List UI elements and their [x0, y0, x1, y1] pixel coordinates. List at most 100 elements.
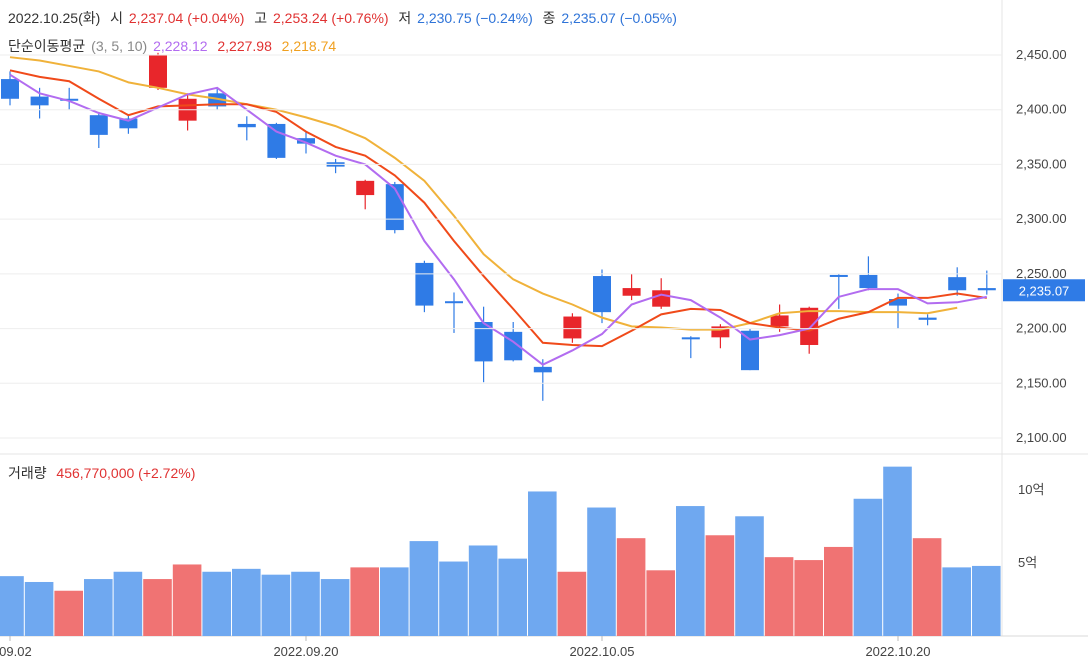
- candle-body: [859, 274, 878, 289]
- candle-body: [711, 326, 730, 338]
- date-tick-label: 2022.09.20: [273, 644, 338, 659]
- candle-body: [800, 307, 819, 345]
- candle-body: [60, 98, 79, 101]
- high-label: 고: [254, 10, 268, 26]
- volume-bar: [84, 579, 113, 636]
- price-tick-label: 2,200.00: [1016, 321, 1067, 336]
- candle-body: [297, 138, 315, 144]
- price-axis: 2,100.00 2,150.00 2,200.00 2,250.00 2,300.00…: [0, 47, 1067, 445]
- low-value: 2,230.75 (−0.24%): [417, 10, 533, 26]
- volume-bar: [54, 590, 83, 636]
- header-date: 2022.10.25(화): [8, 10, 101, 26]
- volume-tick-label: 5억: [1018, 555, 1037, 570]
- volume-bar: [468, 545, 498, 636]
- candle-body: [977, 288, 996, 291]
- candle-body: [385, 184, 404, 231]
- volume-legend: 거래량 456,770,000 (+2.72%): [8, 463, 197, 483]
- volume-bar: [24, 581, 54, 636]
- candle-body: [741, 330, 759, 371]
- volume-axis: 5억 10억: [1018, 482, 1044, 570]
- price-tick-label: 2,450.00: [1016, 47, 1067, 62]
- volume-bar: [409, 541, 439, 636]
- volume-bar: [853, 498, 883, 636]
- volume-bar: [824, 546, 853, 636]
- ma-legend-params: (3, 5, 10): [91, 38, 148, 54]
- volume-bar: [202, 571, 231, 636]
- moving-averages: [9, 56, 987, 366]
- candle-body: [563, 316, 582, 339]
- candle-body: [770, 315, 789, 327]
- candle-body: [119, 118, 138, 129]
- volume-bar: [794, 560, 823, 636]
- ma5-line: [9, 69, 987, 348]
- volume-bars: [0, 466, 1001, 636]
- volume-bar: [261, 574, 291, 636]
- volume-legend-title: 거래량: [8, 465, 47, 481]
- candle-body: [415, 262, 434, 306]
- volume-bar: [764, 557, 794, 636]
- ma3-value: 2,228.12: [153, 38, 208, 54]
- current-price-tag-bg: [1003, 279, 1085, 302]
- volume-bar: [705, 535, 735, 636]
- candle-body: [30, 96, 49, 106]
- candles: [1, 52, 996, 401]
- volume-bar: [587, 507, 616, 636]
- current-price-tag: 2,235.07: [1003, 279, 1085, 302]
- volume-bar: [616, 538, 646, 636]
- ma-legend: 단순이동평균 (3, 5, 10) 2,228.12 2,227.98 2,21…: [8, 36, 338, 56]
- volume-bar: [498, 558, 527, 636]
- volume-bar: [912, 538, 942, 636]
- candle-body: [89, 115, 108, 135]
- ma10-value: 2,218.74: [281, 38, 337, 54]
- date-tick-label: 2022.10.20: [865, 644, 930, 659]
- candle-body: [622, 288, 641, 296]
- candle-body: [267, 123, 286, 158]
- volume-legend-value: 456,770,000 (+2.72%): [56, 465, 196, 481]
- candle-body: [208, 93, 227, 107]
- price-tick-label: 2,250.00: [1016, 266, 1067, 281]
- volume-bar: [439, 561, 468, 636]
- date-tick-label: 2022.10.05: [569, 644, 634, 659]
- candle-body: [445, 301, 463, 304]
- candle-body: [918, 317, 937, 320]
- price-tick-label: 2,100.00: [1016, 430, 1067, 445]
- price-tick-label: 2,350.00: [1016, 156, 1067, 171]
- volume-bar: [557, 571, 587, 636]
- candle-body: [533, 366, 552, 373]
- candle-body: [149, 55, 167, 88]
- volume-bar: [735, 516, 764, 636]
- price-tick-label: 2,150.00: [1016, 375, 1067, 390]
- volume-bar: [528, 491, 557, 636]
- candle-body: [1, 79, 19, 99]
- volume-bar: [942, 567, 971, 636]
- candle-body: [474, 322, 493, 362]
- volume-bar: [143, 579, 172, 636]
- ma3-line: [9, 73, 987, 366]
- ma10-line: [9, 56, 958, 331]
- close-label: 종: [542, 10, 556, 26]
- date-tick-label: 2.09.02: [0, 644, 32, 659]
- volume-bar: [0, 576, 24, 636]
- volume-bar: [972, 565, 1001, 636]
- volume-bar: [676, 506, 705, 636]
- candle-body: [652, 290, 671, 307]
- volume-bar: [320, 579, 350, 636]
- volume-bar: [291, 571, 320, 636]
- ma-legend-title: 단순이동평균: [8, 38, 86, 54]
- price-tick-label: 2,300.00: [1016, 211, 1067, 226]
- high-value: 2,253.24 (+0.76%): [273, 10, 389, 26]
- volume-bar: [883, 466, 912, 636]
- volume-bar: [646, 570, 675, 636]
- candle-body: [593, 276, 611, 313]
- ma5-value: 2,227.98: [217, 38, 272, 54]
- current-price-tag-label: 2,235.07: [1019, 283, 1070, 298]
- volume-bar: [113, 571, 143, 636]
- candle-body: [237, 123, 256, 128]
- candle-body: [889, 299, 907, 306]
- low-label: 저: [398, 10, 412, 26]
- price-tick-label: 2,400.00: [1016, 102, 1067, 117]
- open-value: 2,237.04 (+0.04%): [128, 10, 245, 26]
- candle-body: [681, 337, 700, 340]
- volume-bar: [232, 568, 261, 636]
